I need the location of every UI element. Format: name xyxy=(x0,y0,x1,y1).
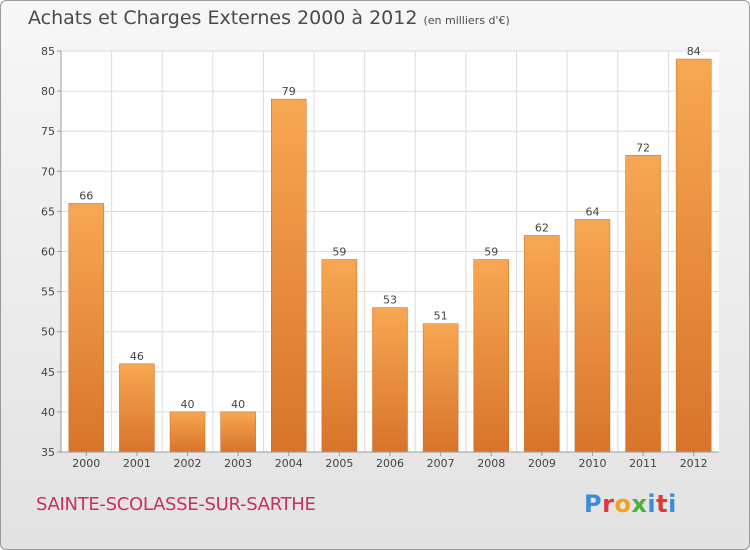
bar xyxy=(625,155,661,453)
bar xyxy=(321,259,358,453)
x-tick-label: 2008 xyxy=(477,457,505,470)
bar xyxy=(422,323,459,453)
data-label: 72 xyxy=(636,141,650,154)
y-tick-label: 35 xyxy=(41,446,55,459)
x-tick-label: 2005 xyxy=(325,457,353,470)
x-tick-label: 2004 xyxy=(275,457,303,470)
y-tick-label: 85 xyxy=(41,45,55,58)
x-tick-label: 2006 xyxy=(376,457,404,470)
data-label: 46 xyxy=(130,350,144,363)
brand-letter: o xyxy=(614,490,632,518)
y-tick-label: 70 xyxy=(41,165,55,178)
data-label: 79 xyxy=(282,85,296,98)
y-tick-label: 55 xyxy=(41,286,55,299)
chart-subtitle: (en milliers d'€) xyxy=(423,14,510,27)
x-tick-label: 2009 xyxy=(528,457,556,470)
brand-letter: i xyxy=(647,490,657,518)
data-label: 59 xyxy=(484,246,498,259)
x-tick-label: 2007 xyxy=(427,457,455,470)
brand-letter: r xyxy=(602,490,615,518)
data-label: 59 xyxy=(332,246,346,259)
data-label: 84 xyxy=(687,45,701,58)
x-tick-label: 2001 xyxy=(123,457,151,470)
chart-title-text: Achats et Charges Externes 2000 à 2012 xyxy=(28,7,418,29)
y-tick-label: 75 xyxy=(41,125,55,138)
data-label: 64 xyxy=(585,205,599,218)
data-label: 53 xyxy=(383,294,397,307)
x-tick-label: 2000 xyxy=(72,457,100,470)
y-tick-label: 40 xyxy=(41,406,55,419)
y-tick-label: 50 xyxy=(41,326,55,339)
x-tick-label: 2010 xyxy=(578,457,606,470)
data-label: 40 xyxy=(231,398,245,411)
bar xyxy=(473,259,509,453)
bar xyxy=(574,219,611,453)
commune-name: SAINTE-SCOLASSE-SUR-SARTHE xyxy=(36,494,316,515)
bar xyxy=(119,363,155,453)
data-label: 66 xyxy=(79,189,93,202)
bar xyxy=(524,235,560,453)
bar xyxy=(169,411,206,453)
bar xyxy=(372,307,408,453)
proxiti-logo: Proxiti xyxy=(584,490,677,518)
bar xyxy=(68,203,105,453)
brand-letter: i xyxy=(668,490,677,518)
x-tick-label: 2002 xyxy=(174,457,202,470)
data-label: 62 xyxy=(535,221,549,234)
data-label: 51 xyxy=(434,310,448,323)
brand-letter: P xyxy=(584,490,603,518)
bar xyxy=(271,98,307,453)
y-tick-label: 45 xyxy=(41,366,55,379)
data-label: 40 xyxy=(181,398,195,411)
y-tick-label: 80 xyxy=(41,85,55,98)
y-tick-label: 65 xyxy=(41,205,55,218)
x-tick-label: 2012 xyxy=(680,457,708,470)
brand-letter: x xyxy=(631,490,648,518)
x-tick-label: 2011 xyxy=(629,457,657,470)
bar xyxy=(220,411,256,453)
x-tick-label: 2003 xyxy=(224,457,252,470)
y-tick-label: 60 xyxy=(41,246,55,259)
chart-title: Achats et Charges Externes 2000 à 2012 (e… xyxy=(28,7,510,29)
bar xyxy=(675,58,712,453)
brand-letter: t xyxy=(656,490,669,518)
